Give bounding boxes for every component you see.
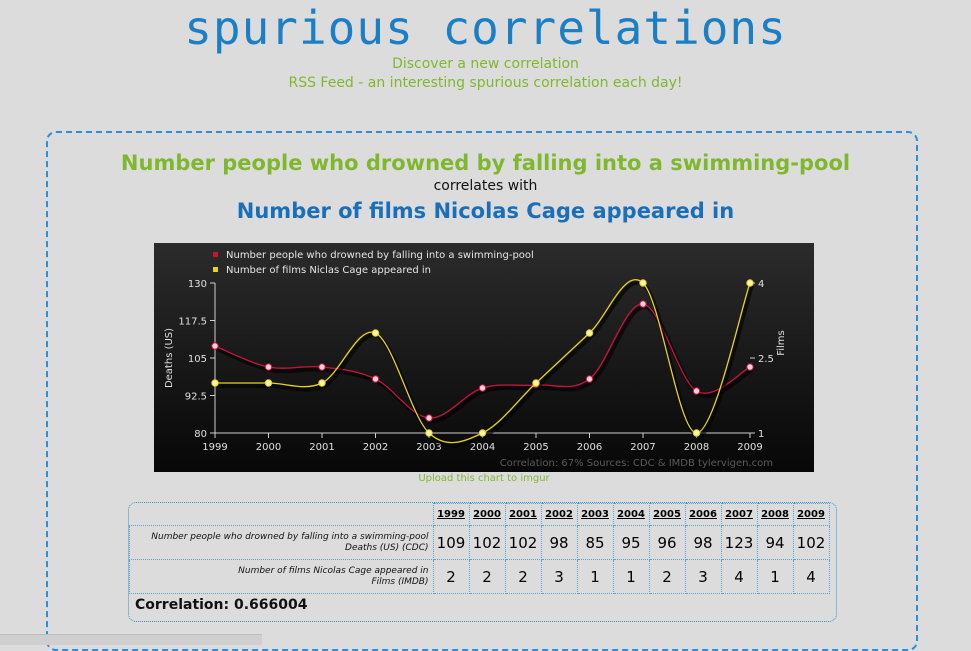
row1-value-0: 109 (432, 525, 470, 560)
x-tick-label: 2004 (470, 442, 495, 453)
y-tick-label: 130 (188, 279, 207, 290)
data-table: 1999 2000 2001 2002 2003 2004 2005 2006 2007 2008… (128, 502, 837, 622)
series-0-point (746, 363, 754, 371)
series-1-point (478, 429, 487, 437)
legend-marker-0 (213, 252, 218, 257)
year-header-8: 2007 (720, 503, 758, 526)
upload-imgur-link[interactable]: Upload this chart to imgur (418, 473, 550, 484)
x-tick-label: 2009 (737, 442, 762, 453)
y-tick-label: 92.5 (185, 392, 207, 403)
year-header-3: 2002 (540, 503, 578, 526)
legend-label-0: Number people who drowned by falling int… (226, 250, 534, 261)
row2-value-4: 1 (576, 559, 614, 594)
y-axis-title: Deaths (US) (164, 328, 175, 388)
y-tick-label: 80 (194, 429, 207, 440)
table-corner (129, 503, 434, 526)
y-tick-label: 105 (188, 354, 207, 365)
series-1-point (746, 279, 754, 287)
y2-axis-title: Films (776, 330, 787, 356)
row2-label: Number of films Nicolas Cage appeared in… (129, 559, 434, 594)
x-tick-label: 2005 (523, 442, 548, 453)
series-0-point (211, 342, 219, 350)
row2-value-2: 2 (504, 559, 542, 594)
correlation-chart: 80 92.5 105 117.5 130 1 2.5 4 1999 2000 2001 2002 20… (154, 243, 814, 472)
series-0-point (639, 300, 647, 308)
series-1-point (639, 279, 647, 287)
row2-value-1: 2 (468, 559, 506, 594)
series-1-point (532, 379, 540, 387)
year-header-6: 2005 (648, 503, 686, 526)
x-tick-label: 2006 (577, 442, 602, 453)
series-line-0 (214, 303, 751, 419)
row2-value-0: 2 (432, 559, 470, 594)
row1-value-2: 102 (504, 525, 542, 560)
series-0-point (692, 387, 701, 395)
row2-value-3: 3 (540, 559, 578, 594)
row2-value-7: 3 (684, 559, 722, 594)
series-0-point (585, 375, 594, 383)
year-header-9: 2008 (756, 503, 794, 526)
legend-marker-1 (213, 267, 218, 272)
row1-value-10: 102 (792, 525, 830, 560)
x-tick-label: 2008 (684, 442, 709, 453)
row1-label: Number people who drowned by falling int… (129, 525, 434, 560)
x-tick-label: 2003 (416, 442, 441, 453)
row1-value-6: 96 (648, 525, 686, 560)
y-tick-label: 117.5 (178, 317, 207, 328)
row1-value-3: 98 (540, 525, 578, 560)
variable1-title: Number people who drowned by falling int… (120, 151, 851, 175)
correlates-with-text: correlates with (433, 178, 538, 194)
y2-tick-label: 1 (758, 429, 764, 440)
x-tick-label: 2000 (256, 442, 281, 453)
series-1-point (264, 379, 273, 387)
series-0-point (425, 414, 433, 422)
year-header-2: 2001 (504, 503, 542, 526)
x-tick-label: 2001 (309, 442, 334, 453)
series-1-point (211, 379, 219, 387)
row2-value-8: 4 (720, 559, 758, 594)
correlation-value: Correlation: 0.666004 (135, 597, 308, 613)
series-0-point (371, 375, 380, 383)
row1-value-4: 85 (576, 525, 614, 560)
x-tick-label: 1999 (202, 442, 227, 453)
year-header-1: 2000 (468, 503, 506, 526)
series-0-point (478, 384, 487, 392)
row1-value-8: 123 (720, 525, 758, 560)
series-1-point (692, 429, 701, 437)
x-tick-label: 2002 (363, 442, 388, 453)
series-1-point (425, 429, 433, 437)
y2-tick-label: 2.5 (758, 354, 774, 365)
row1-value-7: 98 (684, 525, 722, 560)
rss-feed-link[interactable]: RSS Feed - an interesting spurious corre… (288, 75, 683, 91)
series-1-point (371, 329, 380, 337)
x-tick-label: 2007 (630, 442, 655, 453)
year-header-4: 2003 (576, 503, 614, 526)
row2-value-10: 4 (792, 559, 830, 594)
legend-label-1: Number of films Niclas Cage appeared in (226, 265, 431, 276)
year-header-0: 1999 (432, 503, 470, 526)
chart-footer: Correlation: 67% Sources: CDC & IMDB tyl… (500, 458, 773, 469)
discover-link[interactable]: Discover a new correlation (392, 56, 579, 72)
row2-value-5: 1 (612, 559, 650, 594)
series-0-point (318, 363, 326, 371)
row2-value-6: 2 (648, 559, 686, 594)
series-1-point (585, 329, 594, 337)
series-1-point (318, 379, 326, 387)
row1-value-1: 102 (468, 525, 506, 560)
row1-value-5: 95 (612, 525, 650, 560)
row1-value-9: 94 (756, 525, 794, 560)
site-logo[interactable]: spurious correlations (184, 1, 787, 55)
y2-tick-label: 4 (758, 279, 764, 290)
row2-value-9: 1 (756, 559, 794, 594)
variable2-title: Number of films Nicolas Cage appeared in (236, 199, 735, 223)
year-header-10: 2009 (792, 503, 830, 526)
year-header-7: 2006 (684, 503, 722, 526)
year-header-5: 2004 (612, 503, 650, 526)
series-0-point (264, 363, 273, 371)
